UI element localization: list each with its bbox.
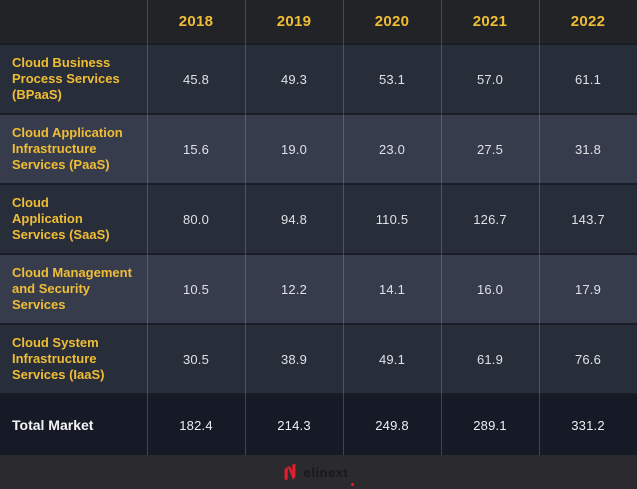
cell-value: 38.9 — [280, 351, 308, 367]
cell-value: 49.1 — [378, 351, 406, 367]
cloud-market-table: 2018 2019 2020 2021 2022 Cloud Business … — [0, 0, 637, 455]
cell-value: 94.8 — [280, 211, 308, 227]
row-label-iaas: Cloud System Infrastructure Services (Ia… — [12, 335, 105, 382]
cell-value: 53.1 — [378, 71, 406, 87]
column-header-2018: 2018 — [178, 13, 214, 30]
table-row-paas: Cloud Application Infrastructure Service… — [0, 113, 637, 183]
cell-value: 110.5 — [375, 211, 409, 227]
row-label-bpaas: Cloud Business Process Services (BPaaS) — [12, 55, 120, 102]
row-label-paas: Cloud Application Infrastructure Service… — [12, 125, 123, 172]
column-header-2019: 2019 — [276, 13, 312, 30]
column-header-2021: 2021 — [472, 13, 508, 30]
cell-value: 19.0 — [280, 141, 308, 157]
cell-value: 12.2 — [280, 281, 308, 297]
row-label-management-security: Cloud Management and Security Services — [12, 265, 132, 312]
cell-value: 76.6 — [574, 351, 602, 367]
row-label-saas: Cloud Application Services (SaaS) — [12, 195, 110, 242]
cell-value: 17.9 — [574, 281, 602, 297]
total-cell-value: 331.2 — [571, 417, 605, 433]
cell-value: 80.0 — [182, 211, 210, 227]
cell-value: 126.7 — [473, 211, 507, 227]
header-spacer-cell — [0, 0, 147, 43]
cell-value: 61.9 — [476, 351, 504, 367]
total-market-label: Total Market — [12, 417, 94, 433]
cell-value: 10.5 — [182, 281, 210, 297]
cell-value: 14.1 — [378, 281, 406, 297]
table-header-row: 2018 2019 2020 2021 2022 — [0, 0, 637, 43]
cell-value: 23.0 — [378, 141, 406, 157]
cell-value: 16.0 — [476, 281, 504, 297]
total-cell-value: 182.4 — [179, 417, 213, 433]
logo-accent-dot — [351, 483, 355, 486]
table-row-iaas: Cloud System Infrastructure Services (Ia… — [0, 323, 637, 393]
table-row-total-market: Total Market 182.4 214.3 249.8 289.1 331… — [0, 393, 637, 455]
cell-value: 143.7 — [571, 211, 605, 227]
elinext-logo-text: elinext — [303, 464, 349, 480]
cell-value: 45.8 — [182, 71, 210, 87]
cell-value: 30.5 — [182, 351, 210, 367]
total-cell-value: 214.3 — [277, 417, 311, 433]
cell-value: 15.6 — [182, 141, 210, 157]
cell-value: 57.0 — [476, 71, 504, 87]
table-row-management-security: Cloud Management and Security Services 1… — [0, 253, 637, 323]
total-cell-value: 289.1 — [473, 417, 507, 433]
cell-value: 49.3 — [280, 71, 308, 87]
cell-value: 61.1 — [574, 71, 602, 87]
elinext-logo-icon — [283, 464, 297, 480]
table-row-saas: Cloud Application Services (SaaS) 80.0 9… — [0, 183, 637, 253]
cell-value: 27.5 — [476, 141, 504, 157]
column-header-2020: 2020 — [374, 13, 410, 30]
column-header-2022: 2022 — [570, 13, 606, 30]
total-cell-value: 249.8 — [375, 417, 409, 433]
table-row-bpaas: Cloud Business Process Services (BPaaS) … — [0, 43, 637, 113]
footer-bar: elinext — [0, 455, 637, 489]
cell-value: 31.8 — [574, 141, 602, 157]
